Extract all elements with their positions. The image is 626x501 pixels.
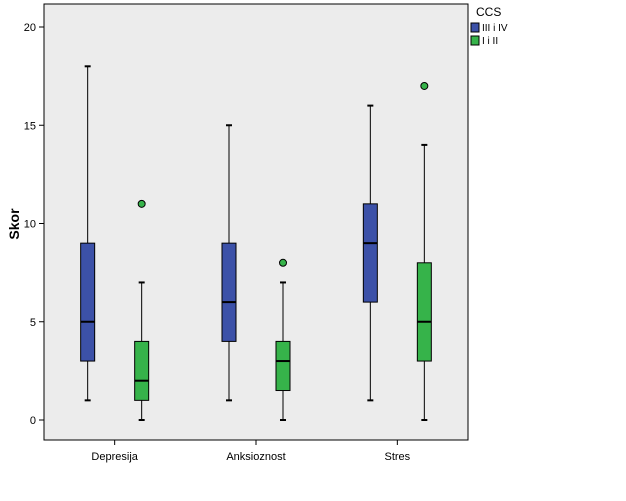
box-group [416,81,432,421]
box-group [221,124,237,402]
box-group [362,104,378,402]
box-group [275,258,291,421]
x-tick-label: Stres [384,451,410,463]
iqr-box [80,242,96,362]
iqr-box [362,203,378,303]
outlier-point [137,199,146,208]
legend-swatch [470,22,480,33]
x-tick-label: Anksioznost [226,451,285,463]
iqr-box [221,242,237,342]
iqr-box [275,340,291,392]
iqr-box [134,340,150,401]
legend-swatch [470,35,480,46]
iqr-box [416,262,432,362]
box-group [80,65,96,402]
x-tick-label: Depresija [91,451,138,463]
outlier-point [279,258,287,267]
y-tick-label: 5 [30,317,36,329]
y-tick-label: 20 [24,22,36,34]
legend: CCS III i IV I i II [470,5,508,47]
legend-title: CCS [476,5,501,19]
y-axis: 0 5 10 15 20 [24,22,44,427]
legend-label: III i IV [482,23,508,34]
chart-marks [80,65,432,421]
x-axis: Depresija Anksioznost Stres [91,440,411,463]
y-tick-label: 0 [30,415,36,427]
y-axis-title: Skor [6,208,22,240]
box-group [134,199,150,421]
plot-area [43,3,469,441]
y-tick-label: 15 [24,120,36,132]
outlier-point [420,81,429,90]
y-tick-label: 10 [24,219,36,231]
legend-label: I i II [482,36,498,47]
